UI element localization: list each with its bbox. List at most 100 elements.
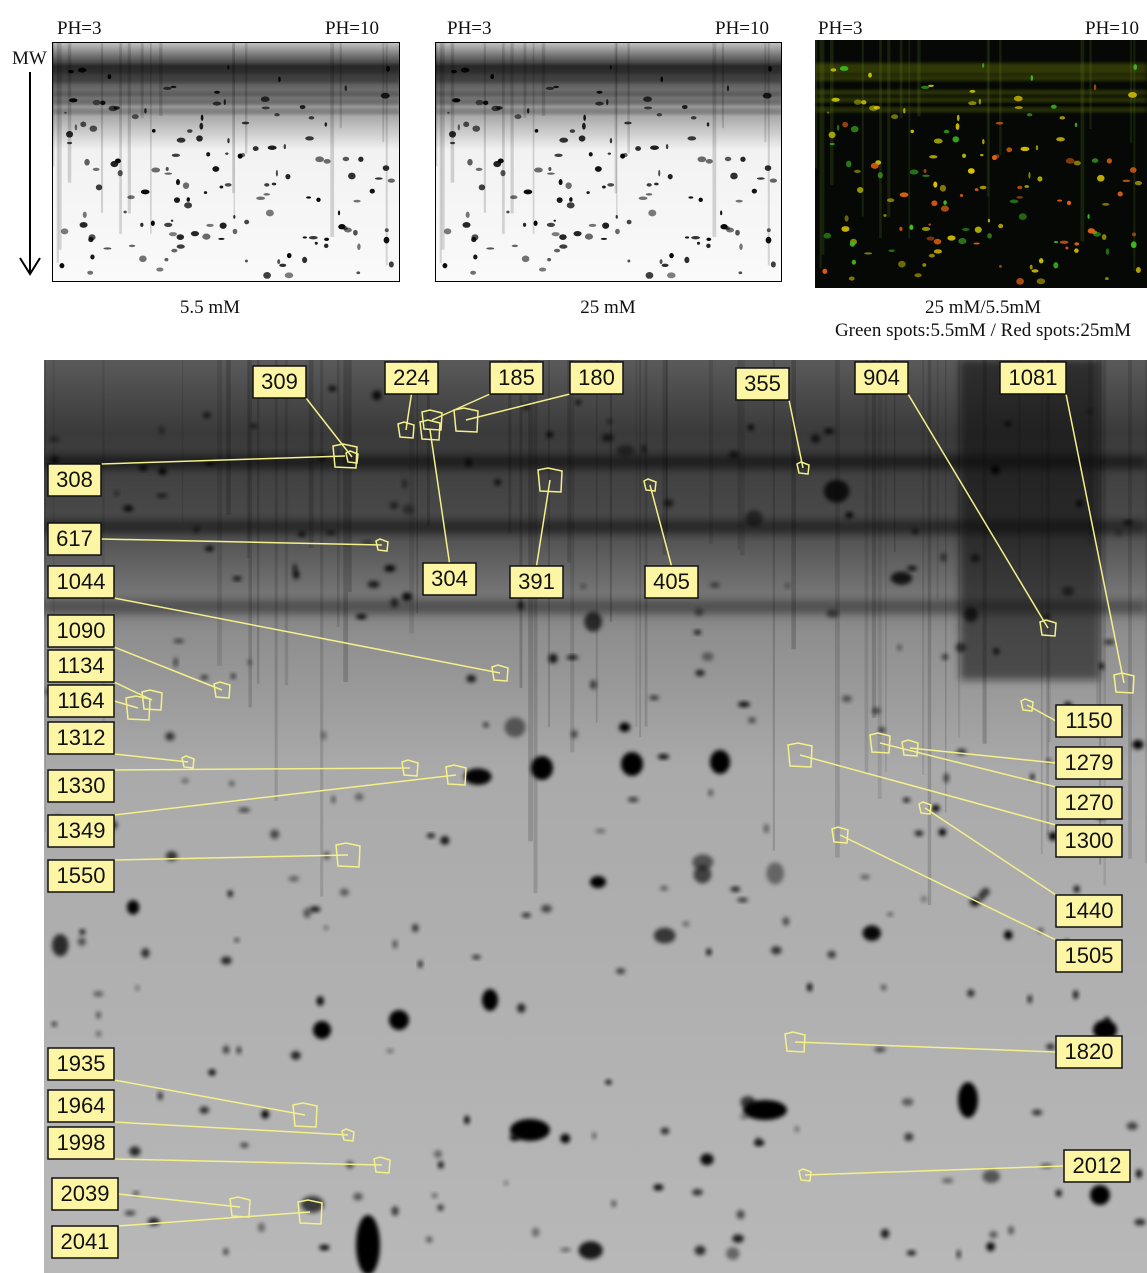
streak	[150, 42, 152, 234]
spot	[933, 182, 937, 188]
spot	[353, 1193, 363, 1201]
spot	[766, 237, 772, 244]
spot	[238, 808, 250, 813]
spot	[697, 156, 706, 162]
spot	[103, 247, 111, 249]
spot	[90, 125, 98, 131]
spot	[123, 505, 133, 511]
spot	[909, 225, 913, 230]
streak	[639, 360, 641, 737]
spot	[348, 173, 356, 180]
spot	[59, 263, 64, 268]
spot	[662, 264, 669, 267]
spot	[1009, 200, 1018, 204]
spot	[181, 778, 188, 783]
band	[52, 71, 400, 76]
spot	[96, 1012, 101, 1019]
spot	[426, 1236, 433, 1242]
spot	[579, 1241, 603, 1259]
spot	[263, 193, 270, 196]
spot	[840, 66, 849, 71]
spot	[284, 144, 286, 149]
spot	[1116, 530, 1121, 536]
ph-low: PH=3	[57, 18, 102, 39]
spot	[743, 1100, 787, 1120]
spot-label: 1505	[1065, 943, 1114, 968]
spot	[1065, 246, 1068, 249]
spot	[247, 659, 251, 665]
spot	[464, 768, 491, 784]
spot	[1077, 501, 1083, 507]
gel-bg	[435, 42, 782, 282]
spot	[850, 242, 855, 247]
spot	[569, 197, 572, 202]
spot	[768, 66, 772, 72]
spot	[975, 227, 982, 233]
spot	[980, 154, 983, 156]
spot	[1056, 1189, 1062, 1196]
spot-label: 224	[393, 365, 430, 390]
spot-label: 1998	[57, 1130, 106, 1155]
spot	[127, 900, 139, 914]
band	[52, 110, 400, 113]
spot	[863, 925, 881, 940]
spot	[891, 114, 898, 119]
spot	[998, 224, 1003, 229]
spot	[982, 63, 984, 68]
spot	[608, 152, 611, 154]
spot	[554, 154, 562, 157]
spot	[233, 577, 242, 581]
spot	[368, 581, 380, 588]
spot	[171, 220, 174, 222]
spot	[829, 132, 836, 139]
streak	[764, 42, 766, 142]
spot	[1015, 106, 1023, 109]
spot-label: 405	[653, 569, 690, 594]
spot	[1062, 586, 1074, 596]
spot	[582, 123, 586, 130]
spot	[851, 126, 859, 132]
spot	[1004, 930, 1013, 939]
spot	[163, 87, 171, 90]
spot	[560, 1248, 571, 1252]
spot	[319, 1245, 329, 1251]
spot	[1127, 1122, 1138, 1130]
spot	[298, 532, 306, 537]
spot	[786, 583, 790, 588]
spot	[100, 101, 105, 105]
ph-low: PH=3	[818, 18, 863, 39]
spot	[726, 228, 734, 233]
spot	[212, 166, 219, 172]
spot	[559, 234, 567, 240]
spot	[682, 105, 688, 109]
spot	[767, 228, 771, 232]
spot	[871, 163, 879, 169]
spot	[493, 161, 501, 167]
spot	[52, 1022, 57, 1027]
spot	[668, 174, 673, 179]
spot	[595, 829, 605, 833]
spot	[357, 243, 360, 249]
spot	[69, 98, 77, 102]
spot	[245, 259, 248, 262]
streak	[337, 360, 340, 627]
spot	[567, 202, 575, 208]
spot	[504, 1181, 508, 1185]
spot	[660, 886, 668, 891]
spot	[691, 116, 697, 119]
spot	[735, 230, 740, 236]
spot	[883, 214, 886, 217]
band	[52, 93, 400, 97]
spot	[956, 123, 960, 130]
spot	[1032, 269, 1039, 272]
spot	[899, 227, 902, 231]
spot	[387, 1049, 394, 1053]
panel-caption: 25 mM	[580, 297, 636, 318]
spot	[338, 210, 340, 215]
spot	[261, 96, 270, 102]
spot	[988, 219, 990, 223]
spot	[764, 824, 769, 833]
spot	[287, 253, 292, 258]
spot	[958, 238, 966, 244]
spot	[1105, 277, 1109, 280]
